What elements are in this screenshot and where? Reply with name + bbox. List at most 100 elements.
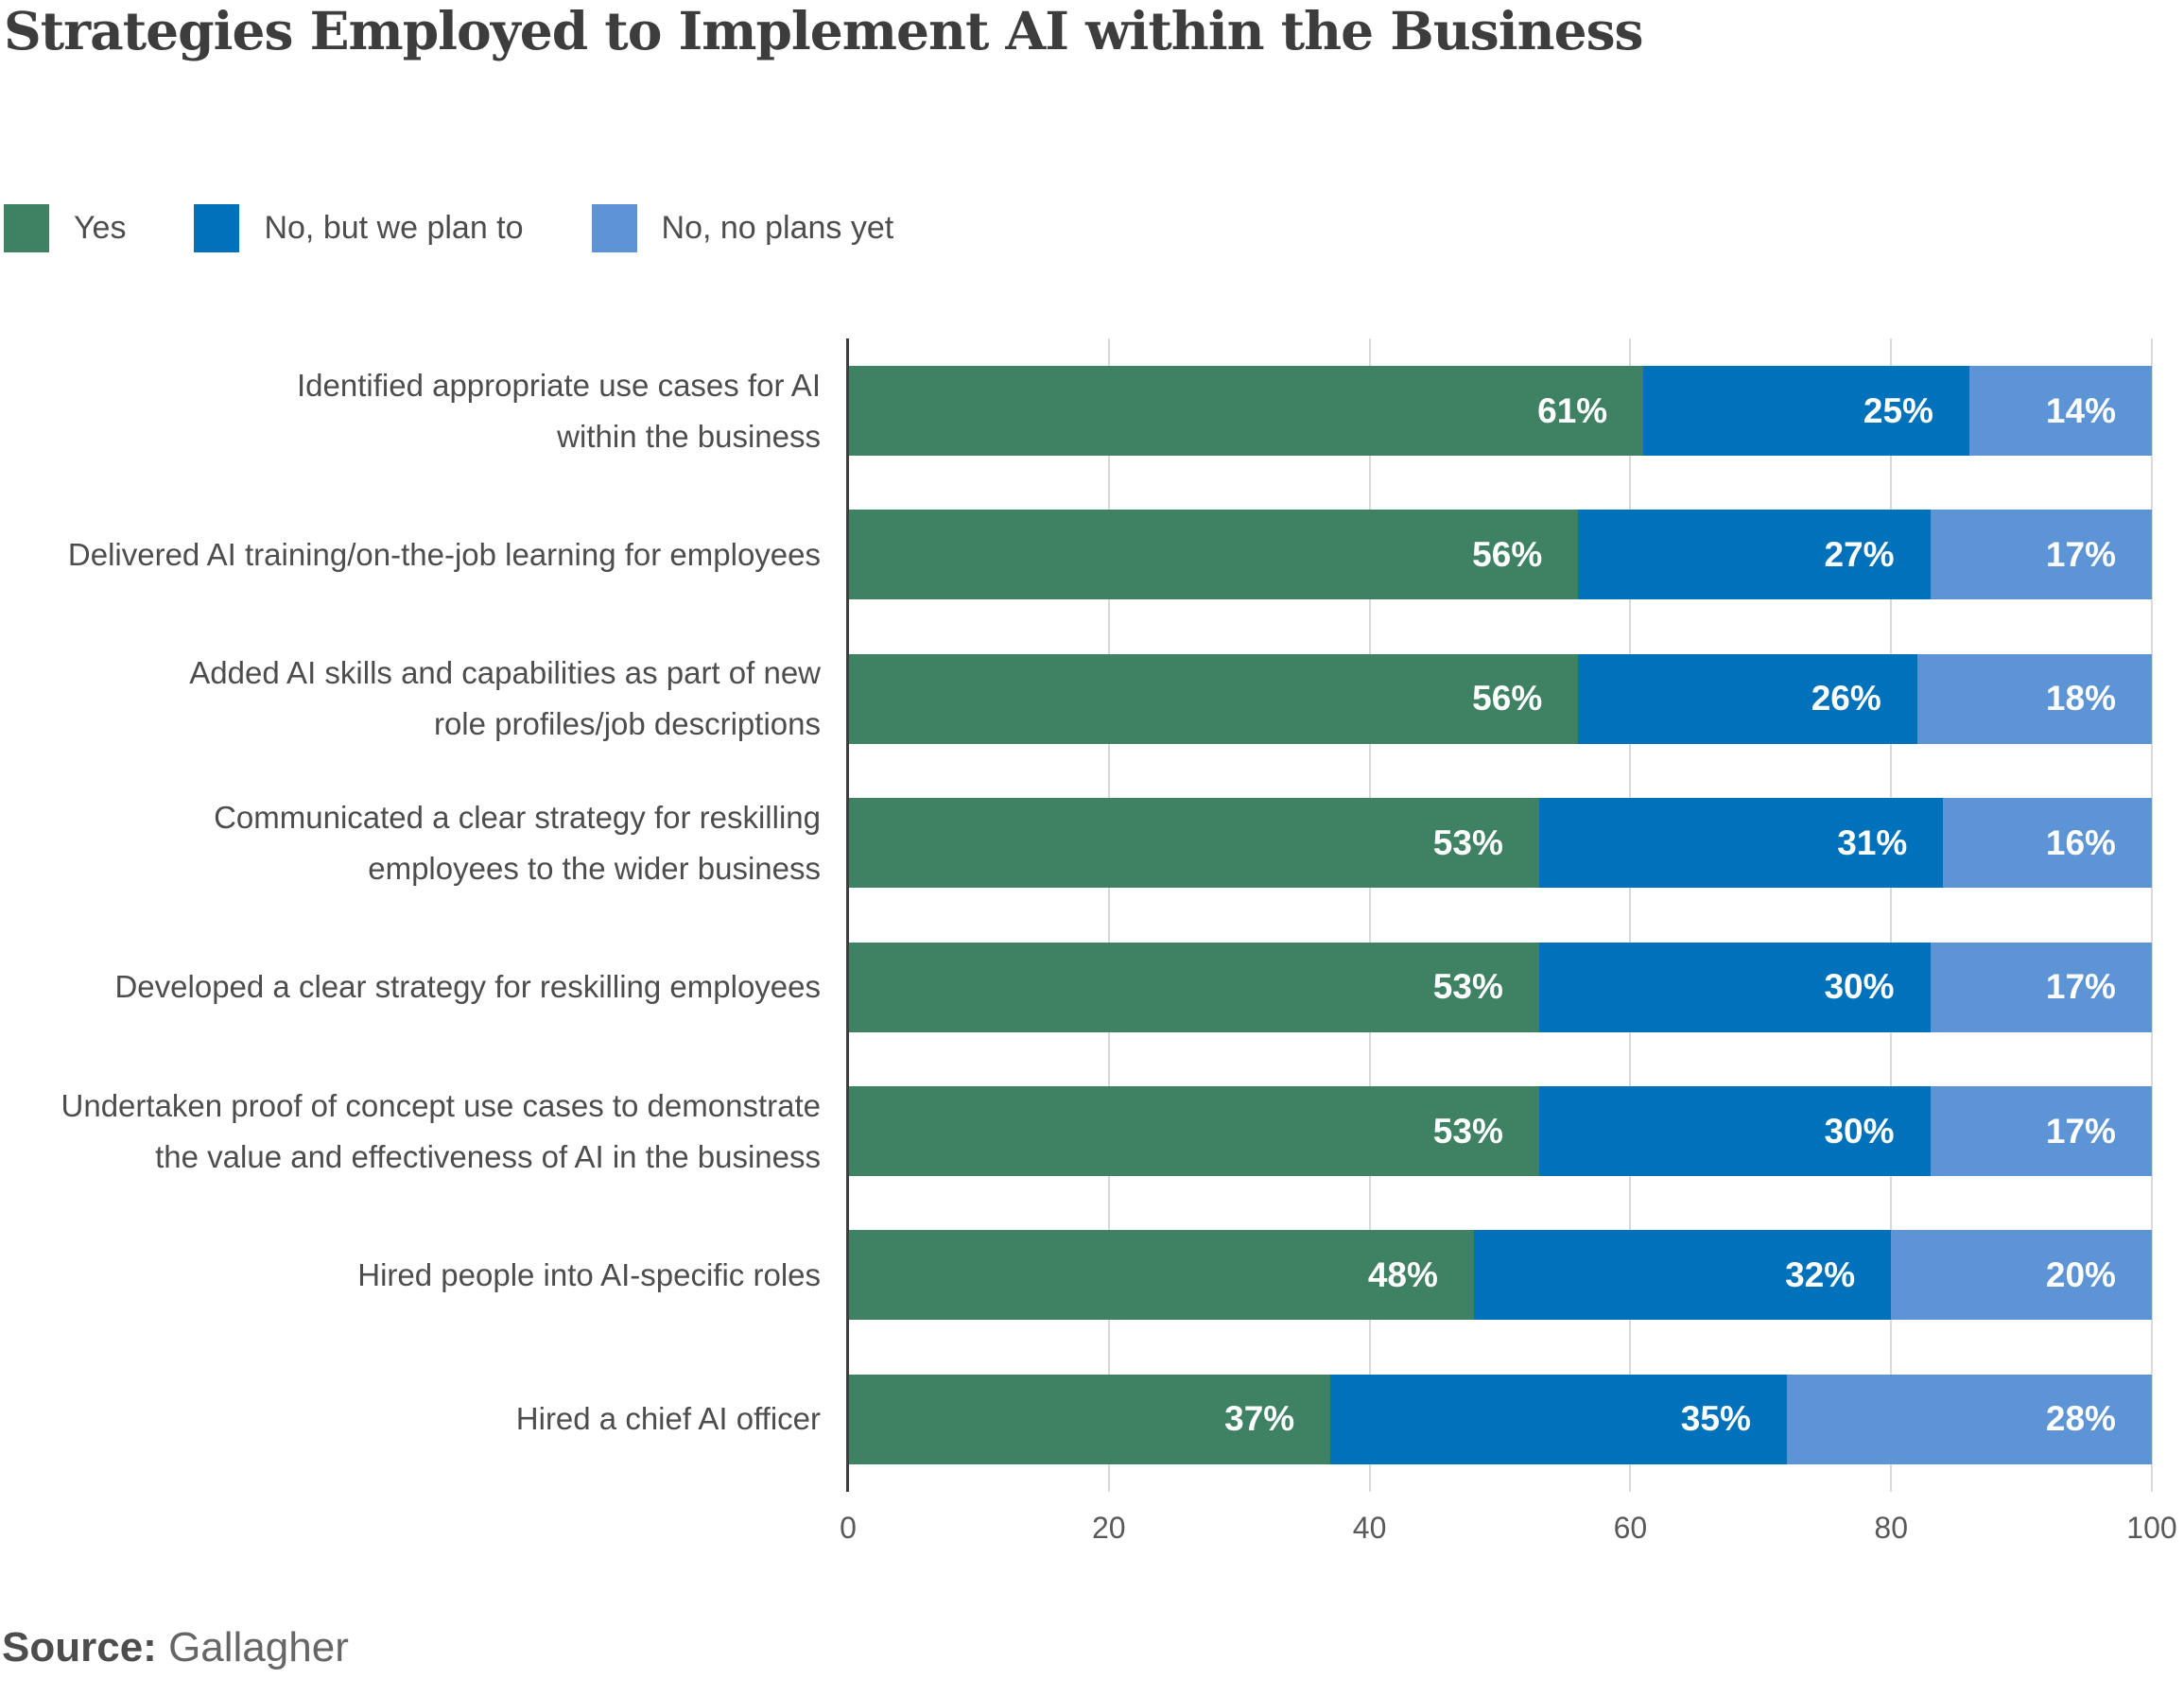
legend-swatch-yes-icon [4,204,49,252]
bar-segment: 30% [1538,942,1931,1032]
bar-value-label: 17% [2045,1111,2116,1151]
gridline-100 [2151,338,2153,1492]
bar-segment: 18% [1916,653,2152,744]
bar-row: 53% 30% 17% [848,942,2152,1032]
bar-segment: 56% [848,653,1579,744]
bar-value-label: 18% [2045,679,2116,718]
bar-segment: 30% [1538,1086,1931,1176]
bar-segment: 53% [848,798,1539,889]
bar-value-label: 27% [1824,534,1895,574]
bar-value-label: 26% [1811,679,1881,718]
category-label-line: employees to the wider business [368,850,821,886]
x-axis-tick-label: 40 [1352,1511,1387,1545]
legend-label-no-plans: No, no plans yet [661,210,894,246]
bar-value-label: 56% [1472,679,1543,718]
gridline-60 [1629,338,1632,1492]
category-label-line: within the business [557,418,821,454]
bar-value-label: 14% [2045,390,2116,430]
category-label: Delivered AI training/on-the-job learnin… [0,510,821,599]
category-label-line: Hired people into AI-specific roles [357,1256,821,1292]
bar-row: 53% 30% 17% [848,1086,2152,1176]
bar-value-label: 16% [2045,822,2116,862]
bar-segment: 16% [1943,798,2152,889]
bar-segment: 25% [1643,366,1969,456]
category-label-line: Added AI skills and capabilities as part… [189,655,821,691]
bar-value-label: 20% [2045,1255,2116,1294]
category-label-line: Identified appropriate use cases for AI [296,367,821,403]
gridline-80 [1890,338,1893,1492]
bar-value-label: 31% [1837,822,1908,862]
category-label-line: Undertaken proof of concept use cases to… [61,1087,821,1123]
legend-item-no-plans: No, no plans yet [591,204,894,252]
source-label: Source: [2,1624,157,1670]
bar-segment: 48% [848,1230,1474,1321]
legend-item-yes: Yes [4,204,126,252]
bar-value-label: 48% [1367,1255,1438,1294]
legend-label-yes: Yes [74,210,127,246]
x-axis-tick-label: 100 [2126,1511,2177,1545]
bar-segment: 20% [1891,1230,2152,1321]
bar-value-label: 28% [2045,1399,2116,1439]
legend-swatch-plan-to-icon [194,204,240,252]
gridline-20 [1107,338,1110,1492]
category-label: Undertaken proof of concept use cases to… [0,1086,821,1176]
legend-swatch-no-plans-icon [591,204,637,252]
category-label: Identified appropriate use cases for AI w… [0,366,821,456]
bar-value-label: 17% [2045,967,2116,1007]
bar-row: 53% 31% 16% [848,798,2152,889]
bar-segment: 26% [1578,653,1917,744]
legend-label-plan-to: No, but we plan to [264,210,524,246]
bar-value-label: 37% [1224,1399,1295,1439]
bar-row: 37% 35% 28% [848,1374,2152,1464]
bar-row: 56% 27% 17% [848,510,2152,600]
y-axis-line [846,338,849,1492]
category-label: Hired people into AI-specific roles [0,1230,821,1320]
category-label-line: Communicated a clear strategy for reskil… [214,799,821,835]
bar-value-label: 53% [1432,1111,1503,1151]
category-label: Hired a chief AI officer [0,1375,821,1464]
gridline-40 [1368,338,1371,1492]
bar-row: 56% 26% 18% [848,653,2152,744]
bar-value-label: 30% [1824,1111,1895,1151]
bar-segment: 61% [848,366,1644,456]
category-label-line: Hired a chief AI officer [515,1401,821,1437]
bar-segment: 35% [1330,1374,1787,1464]
category-label: Added AI skills and capabilities as part… [0,654,821,744]
legend: Yes No, but we plan to No, no plans yet [4,204,893,252]
chart-title: Strategies Employed to Implement AI with… [4,0,1644,61]
bar-value-label: 61% [1537,390,1608,430]
bar-segment: 56% [848,510,1579,600]
category-label: Communicated a clear strategy for reskil… [0,798,821,888]
bar-value-label: 17% [2045,534,2116,574]
x-axis-tick-label: 20 [1092,1511,1126,1545]
bar-segment: 27% [1578,510,1931,600]
category-label-line: role profiles/job descriptions [433,706,821,742]
category-label-line: Developed a clear strategy for reskillin… [114,969,821,1005]
bar-segment: 14% [1968,366,2152,456]
source-value: Gallagher [168,1624,349,1670]
bar-value-label: 56% [1472,534,1543,574]
bar-segment: 28% [1786,1374,2152,1464]
bar-segment: 17% [1930,1086,2152,1176]
stacked-bar-chart: Identified appropriate use cases for AI w… [0,338,2184,1567]
bar-value-label: 53% [1432,822,1503,862]
bar-segment: 31% [1538,798,1944,889]
x-axis-tick-label: 0 [840,1511,857,1545]
bar-segment: 53% [848,1086,1539,1176]
bar-segment: 32% [1473,1230,1892,1321]
bar-segment: 17% [1930,510,2152,600]
bar-value-label: 32% [1785,1255,1856,1294]
bar-segment: 17% [1930,942,2152,1032]
source-note: Source: Gallagher [2,1624,349,1671]
category-label-line: Delivered AI training/on-the-job learnin… [67,536,821,572]
bar-row: 48% 32% 20% [848,1230,2152,1321]
bar-value-label: 30% [1824,967,1895,1007]
x-axis-tick-label: 60 [1613,1511,1648,1545]
bar-segment: 53% [848,942,1539,1032]
bar-value-label: 35% [1680,1399,1751,1439]
x-axis-tick-label: 80 [1874,1511,1908,1545]
bar-value-label: 25% [1863,390,1933,430]
bar-segment: 37% [848,1374,1331,1464]
legend-item-plan-to: No, but we plan to [194,204,524,252]
category-label-line: the value and effectiveness of AI in the… [155,1138,821,1174]
